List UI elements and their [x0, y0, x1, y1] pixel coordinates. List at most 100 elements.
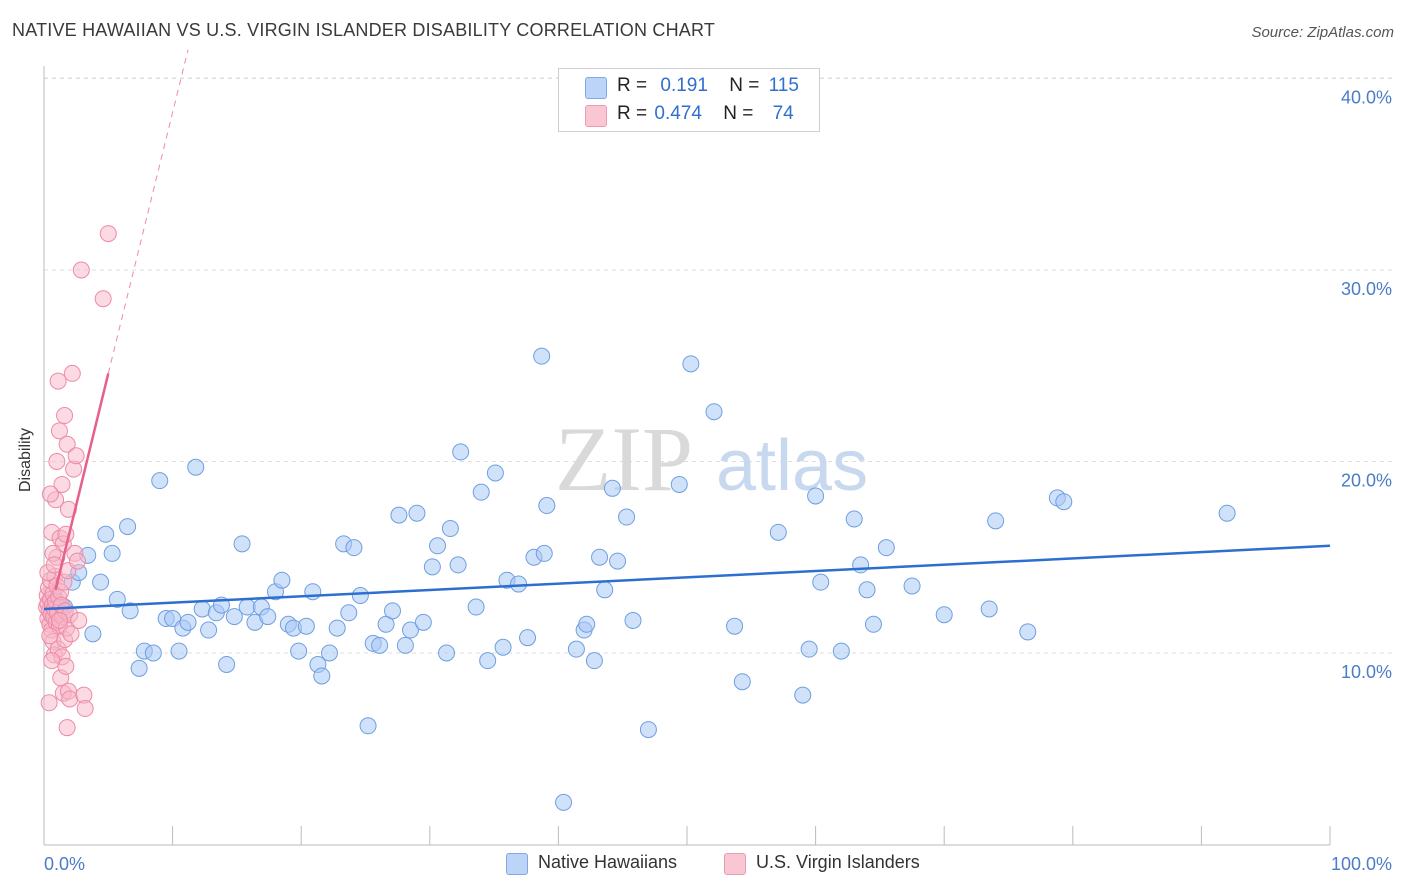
point-native-hawaiian: [371, 636, 389, 654]
point-virgin-islander: [94, 290, 112, 308]
point-native-hawaiian: [858, 581, 876, 599]
point-native-hawaiian: [1218, 504, 1236, 522]
point-native-hawaiian: [519, 629, 537, 647]
point-native-hawaiian: [769, 523, 787, 541]
point-native-hawaiian: [320, 644, 338, 662]
point-native-hawaiian: [304, 583, 322, 601]
point-native-hawaiian: [578, 615, 596, 633]
point-virgin-islander: [50, 422, 68, 440]
n-value: 115: [768, 75, 799, 96]
point-native-hawaiian: [396, 636, 414, 654]
x-tick-label-min: 0.0%: [44, 854, 85, 874]
point-native-hawaiian: [845, 510, 863, 528]
n-label: N =: [723, 103, 754, 124]
point-native-hawaiian: [639, 721, 657, 739]
point-native-hawaiian: [92, 573, 110, 591]
point-native-hawaiian: [340, 604, 358, 622]
y-tick-labels: 10.0% 20.0% 30.0% 40.0%: [1341, 88, 1392, 683]
chart-title: NATIVE HAWAIIAN VS U.S. VIRGIN ISLANDER …: [12, 20, 716, 40]
point-virgin-islander: [57, 657, 75, 675]
point-native-hawaiian: [555, 793, 573, 811]
point-native-hawaiian: [812, 573, 830, 591]
point-native-hawaiian: [328, 619, 346, 637]
point-native-hawaiian: [108, 590, 126, 608]
series-native-hawaiians: [41, 347, 1236, 811]
r-label: R =: [617, 103, 648, 124]
point-native-hawaiian: [218, 655, 236, 673]
point-virgin-islander: [58, 719, 76, 737]
y-tick-label: 10.0%: [1341, 662, 1392, 682]
point-native-hawaiian: [832, 642, 850, 660]
trend-extension-virgin-islanders: [107, 49, 189, 374]
y-tick-label: 30.0%: [1341, 279, 1392, 299]
point-native-hawaiian: [130, 659, 148, 677]
r-value: 0.191: [660, 75, 708, 96]
point-native-hawaiian: [852, 556, 870, 574]
trend-line-virgin-islanders: [54, 373, 110, 591]
point-virgin-islander: [49, 372, 67, 390]
point-virgin-islander: [70, 611, 88, 629]
y-tick-label: 40.0%: [1341, 88, 1392, 108]
point-native-hawaiian: [384, 602, 402, 620]
point-native-hawaiian: [238, 598, 256, 616]
axes: [43, 66, 1331, 846]
point-virgin-islander: [41, 485, 59, 503]
point-native-hawaiian: [438, 644, 456, 662]
point-native-hawaiian: [567, 640, 585, 658]
watermark-atlas: atlas: [716, 426, 868, 506]
point-native-hawaiian: [603, 479, 621, 497]
point-virgin-islander: [58, 435, 76, 453]
point-virgin-islander: [67, 447, 85, 465]
point-native-hawaiian: [486, 464, 504, 482]
point-native-hawaiian: [390, 506, 408, 524]
legend-swatch-pink: [724, 853, 746, 875]
point-virgin-islander: [72, 261, 90, 279]
point-native-hawaiian: [472, 483, 490, 501]
series-legend: Native Hawaiians U.S. Virgin Islanders: [0, 852, 1406, 878]
point-native-hawaiian: [273, 571, 291, 589]
point-virgin-islander: [43, 652, 61, 670]
trend-lines: [43, 49, 1331, 611]
point-virgin-islander: [56, 407, 74, 425]
watermark: ZIP atlas: [555, 408, 868, 510]
point-native-hawaiian: [467, 598, 485, 616]
point-native-hawaiian: [233, 535, 251, 553]
point-native-hawaiian: [807, 487, 825, 505]
x-tick-labels: 0.0% 100.0%: [44, 854, 1392, 874]
point-native-hawaiian: [151, 472, 169, 490]
point-native-hawaiian: [297, 617, 315, 635]
stats-legend: R = 0.191 N = 115 R = 0.474 N = 74: [558, 68, 820, 132]
point-native-hawaiian: [84, 625, 102, 643]
point-native-hawaiian: [987, 512, 1005, 530]
point-native-hawaiian: [533, 347, 551, 365]
legend-label: U.S. Virgin Islanders: [756, 852, 920, 872]
point-native-hawaiian: [119, 518, 137, 536]
trend-line-native-hawaiians: [43, 544, 1331, 611]
point-native-hawaiian: [726, 617, 744, 635]
point-native-hawaiian: [170, 642, 188, 660]
x-tick-label-max: 100.0%: [1331, 854, 1392, 874]
point-virgin-islander: [68, 552, 86, 570]
point-native-hawaiian: [290, 642, 308, 660]
point-native-hawaiian: [618, 508, 636, 526]
point-virgin-islander: [41, 627, 59, 645]
point-virgin-islander: [62, 625, 80, 643]
point-virgin-islander: [99, 225, 117, 243]
point-native-hawaiian: [259, 608, 277, 626]
point-native-hawaiian: [903, 577, 921, 595]
point-native-hawaiian: [449, 556, 467, 574]
point-native-hawaiian: [225, 608, 243, 626]
point-native-hawaiian: [494, 638, 512, 656]
point-native-hawaiian: [313, 667, 331, 685]
point-native-hawaiian: [479, 652, 497, 670]
point-native-hawaiian: [179, 613, 197, 631]
point-native-hawaiian: [103, 544, 121, 562]
point-native-hawaiian: [864, 615, 882, 633]
point-virgin-islander: [50, 611, 68, 629]
point-native-hawaiian: [345, 539, 363, 557]
point-native-hawaiian: [200, 621, 218, 639]
point-native-hawaiian: [591, 548, 609, 566]
point-native-hawaiian: [144, 644, 162, 662]
point-virgin-islander: [76, 700, 94, 718]
